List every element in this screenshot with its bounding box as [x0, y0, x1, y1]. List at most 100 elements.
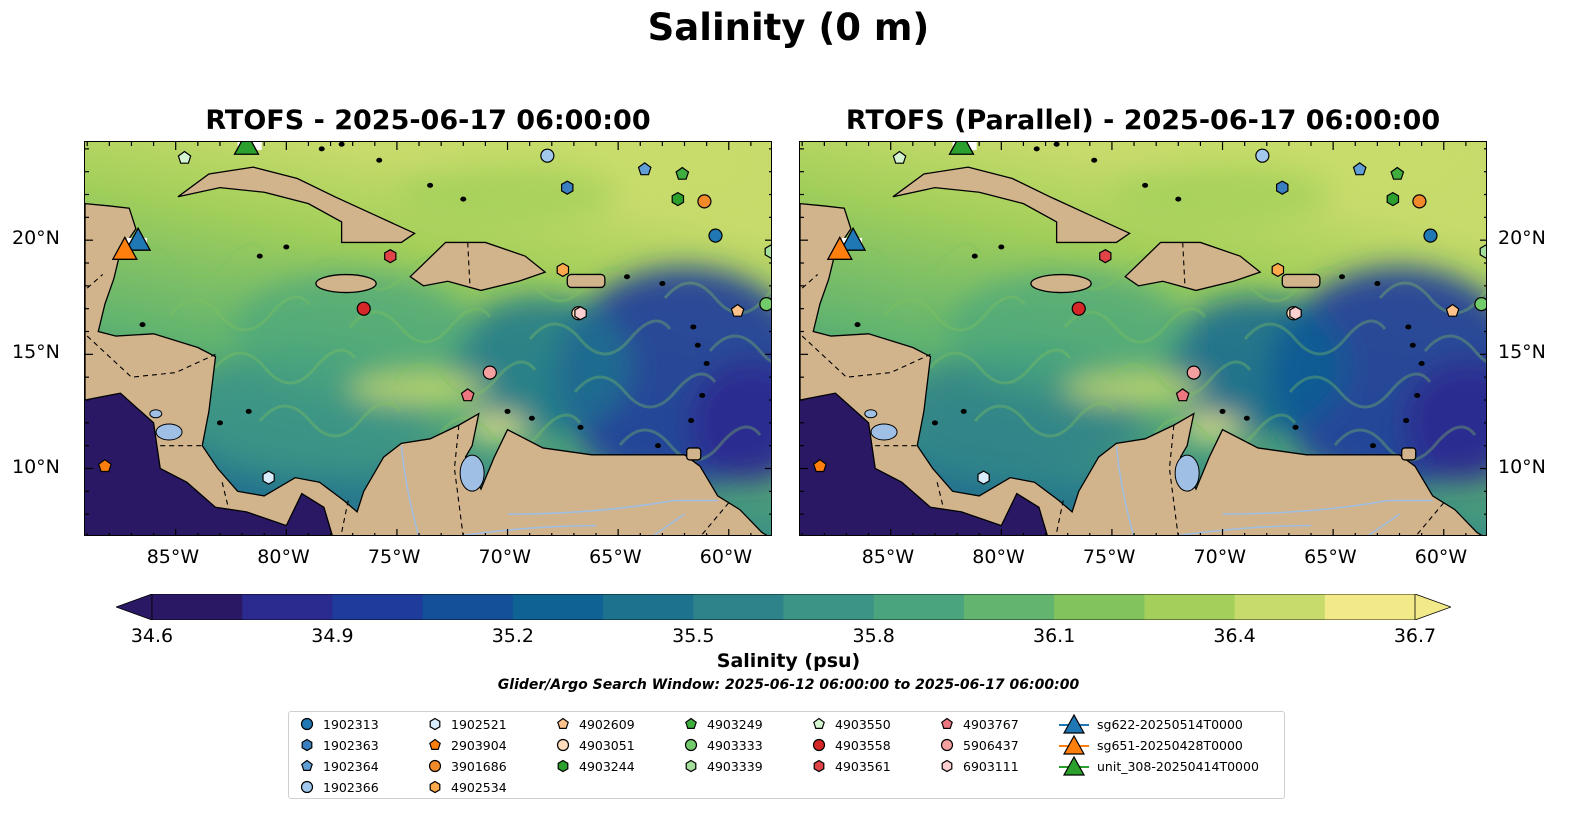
legend-item: 3901686: [427, 756, 507, 776]
lon-tick-label: 65°W: [589, 546, 642, 568]
colorbar-ramp: [114, 593, 1453, 621]
colorbar-tick-label: 36.4: [1213, 625, 1256, 647]
legend-label: 6903111: [963, 758, 1019, 774]
legend-item: sg651-20250428T0000: [1059, 735, 1243, 755]
legend-label: 4903561: [835, 758, 891, 774]
float-marker-4903558: [356, 301, 371, 316]
legend-marker-icon: [940, 738, 954, 752]
legend-marker-icon: [429, 717, 441, 731]
legend-marker-icon: [556, 738, 570, 752]
panel-title-rtofs-parallel: RTOFS (Parallel) - 2025-06-17 06:00:00: [845, 105, 1441, 136]
legend-item: 6903111: [939, 756, 1019, 776]
legend-item: 4903051: [555, 735, 635, 755]
map-canvas: [85, 142, 771, 535]
legend-item: 4903244: [555, 756, 635, 776]
colorbar-tick-label: 35.8: [852, 625, 895, 647]
float-marker-4903244: [1386, 191, 1400, 207]
legend-item: 1902313: [299, 714, 379, 734]
lat-tick-label-left: 15°N: [12, 341, 60, 364]
legend-marker-icon: [300, 717, 314, 731]
legend-item: sg622-20250514T0000: [1059, 714, 1243, 734]
legend-marker-icon: [300, 780, 314, 794]
float-marker-5906437: [482, 365, 497, 380]
legend-item: 4903550: [811, 714, 891, 734]
legend-item: 1902521: [427, 714, 507, 734]
float-marker-4903339: [1479, 244, 1486, 259]
lon-tick-label: 60°W: [699, 546, 753, 568]
legend-item: 4903339: [683, 756, 763, 776]
legend-label: 5906437: [963, 737, 1019, 753]
legend-label: 1902313: [323, 716, 379, 732]
float-marker-4902534: [556, 262, 570, 278]
colorbar-tick-label: 36.1: [1032, 625, 1076, 647]
legend-label: 4903767: [963, 716, 1019, 732]
legend-marker-icon: [941, 759, 953, 773]
legend-marker-icon: [301, 738, 313, 752]
float-marker-5906437: [1186, 365, 1201, 380]
float-marker-4902609: [1445, 303, 1460, 317]
glider-marker-unit_308-20250414T0000: [233, 142, 260, 155]
legend-marker-icon: [684, 738, 698, 752]
legend-label: 4903550: [835, 716, 891, 732]
colorbar-tick-label: 34.6: [130, 625, 174, 647]
glider-marker-sg622-20250514T0000: [124, 226, 152, 251]
lon-tick-label: 85°W: [861, 546, 915, 568]
lon-tick-label: 65°W: [1304, 546, 1357, 568]
legend-marker-icon: [685, 717, 697, 729]
map-canvas: [800, 142, 1486, 535]
legend-marker-icon: [429, 780, 441, 794]
legend-item: 5906437: [939, 735, 1019, 755]
float-marker-1902363: [561, 180, 574, 195]
float-marker-2903904: [97, 458, 112, 473]
legend-label: 4902609: [579, 716, 635, 732]
float-marker-2903904: [812, 458, 827, 473]
lat-tick-label-right: 15°N: [1498, 341, 1546, 364]
colorbar-tick-label: 35.5: [672, 625, 715, 647]
float-marker-6903111: [1289, 306, 1302, 321]
legend-item: 4903561: [811, 756, 891, 776]
map-rtofs-parallel: [799, 141, 1487, 536]
float-marker-4903249: [675, 166, 690, 180]
colorbar: [114, 593, 1453, 621]
legend-marker-icon: [429, 738, 441, 750]
float-marker-4903767: [1175, 388, 1190, 402]
float-marker-1902313: [708, 228, 723, 243]
legend-label: 1902366: [323, 779, 379, 795]
legend-item: 4903767: [939, 714, 1019, 734]
legend-marker-icon: [557, 717, 569, 729]
float-marker-1902521: [977, 470, 990, 485]
legend-label: 4903249: [707, 716, 763, 732]
float-marker-3901686: [697, 194, 712, 209]
legend-label: 1902363: [323, 737, 379, 753]
lat-tick-label-left: 10°N: [12, 455, 60, 478]
float-marker-4903558: [1071, 301, 1086, 316]
legend-marker-icon: [941, 717, 953, 729]
float-marker-4903333: [759, 297, 771, 312]
lon-tick-label: 80°W: [257, 546, 310, 568]
lat-tick-label-right: 10°N: [1498, 455, 1546, 478]
float-marker-1902521: [262, 470, 275, 485]
glider-marker-sg651-20250428T0000: [826, 235, 853, 260]
float-marker-1902363: [1276, 180, 1289, 195]
lat-tick-label-right: 20°N: [1498, 227, 1546, 250]
legend-label: 4903558: [835, 737, 891, 753]
legend-item: 1902366: [299, 777, 379, 797]
legend-label: 4902534: [451, 779, 507, 795]
land: [800, 166, 1483, 535]
legend-marker-icon: [1059, 756, 1089, 776]
legend-label: 4903333: [707, 737, 763, 753]
search-window-note: Glider/Argo Search Window: 2025-06-12 06…: [497, 677, 1080, 693]
float-marker-1902366: [540, 148, 555, 163]
float-marker-1902364: [1352, 162, 1367, 176]
legend-item: 4902609: [555, 714, 635, 734]
legend: 1902313 1902363 1902364 1902366 1902521 29039…: [288, 711, 1285, 799]
lon-tick-label: 75°W: [367, 546, 421, 568]
float-marker-4903333: [1474, 297, 1486, 312]
float-marker-3901686: [1412, 194, 1427, 209]
float-marker-4902609: [730, 303, 745, 317]
lon-tick-label: 70°W: [478, 546, 531, 568]
float-marker-1902313: [1423, 228, 1438, 243]
float-marker-4903550: [177, 150, 192, 164]
lon-tick-label: 80°W: [972, 546, 1025, 568]
float-marker-4903550: [892, 150, 907, 164]
